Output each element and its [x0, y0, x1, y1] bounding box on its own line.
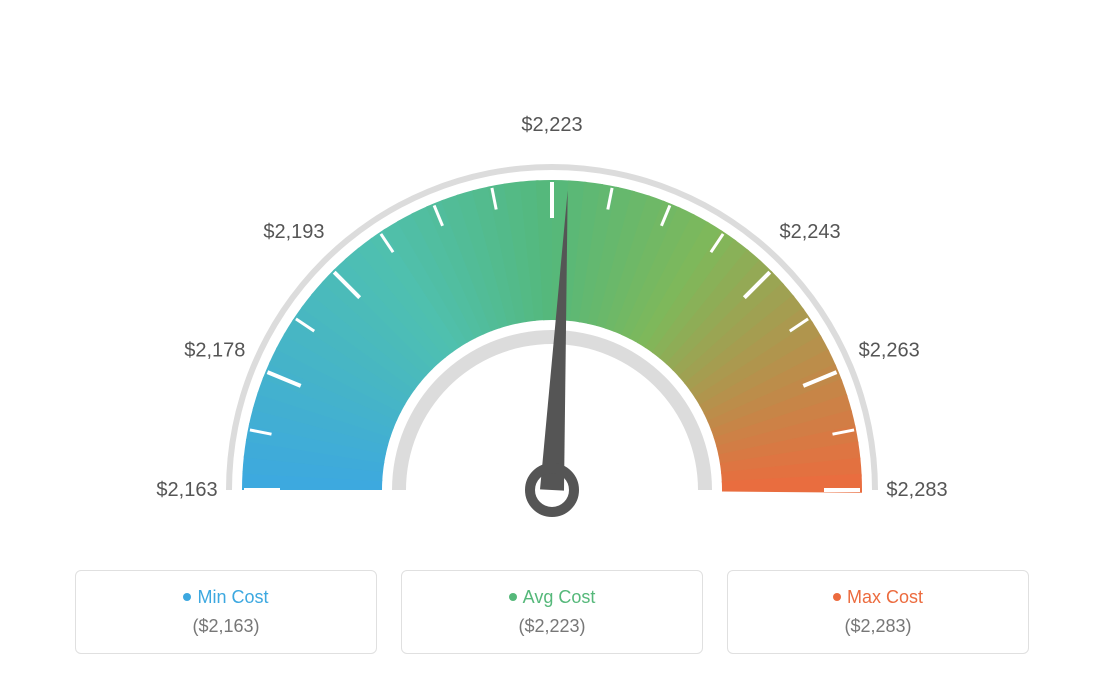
gauge-tick-label: $2,163	[156, 479, 217, 501]
legend-avg-dot	[509, 593, 517, 601]
legend-min-title: Min Cost	[106, 587, 346, 608]
legend-max-title: Max Cost	[758, 587, 998, 608]
gauge-chart: $2,163 $2,178 $2,193 $2,223 $2,243 $2,263 $2,2…	[20, 20, 1084, 560]
gauge-tick-label: $2,283	[886, 479, 947, 501]
gauge-tick-label: $2,243	[780, 221, 841, 243]
legend-avg-title: Avg Cost	[432, 587, 672, 608]
legend-avg-value: ($2,223)	[432, 616, 672, 637]
legend-max-dot	[833, 593, 841, 601]
legend-max-label: Max Cost	[847, 587, 923, 607]
gauge-tick-label: $2,263	[859, 339, 920, 361]
legend-avg-label: Avg Cost	[523, 587, 596, 607]
legend-min-value: ($2,163)	[106, 616, 346, 637]
legend-min-dot	[183, 593, 191, 601]
gauge-tick-label: $2,193	[263, 221, 324, 243]
legend-row: Min Cost ($2,163) Avg Cost ($2,223) Max …	[20, 570, 1084, 654]
gauge-svg: $2,163 $2,178 $2,193 $2,223 $2,243 $2,263 $2,2…	[20, 20, 1084, 560]
legend-max-box: Max Cost ($2,283)	[727, 570, 1029, 654]
legend-min-box: Min Cost ($2,163)	[75, 570, 377, 654]
legend-avg-box: Avg Cost ($2,223)	[401, 570, 703, 654]
gauge-tick-label: $2,223	[521, 114, 582, 136]
legend-min-label: Min Cost	[197, 587, 268, 607]
gauge-tick-label: $2,178	[184, 339, 245, 361]
legend-max-value: ($2,283)	[758, 616, 998, 637]
